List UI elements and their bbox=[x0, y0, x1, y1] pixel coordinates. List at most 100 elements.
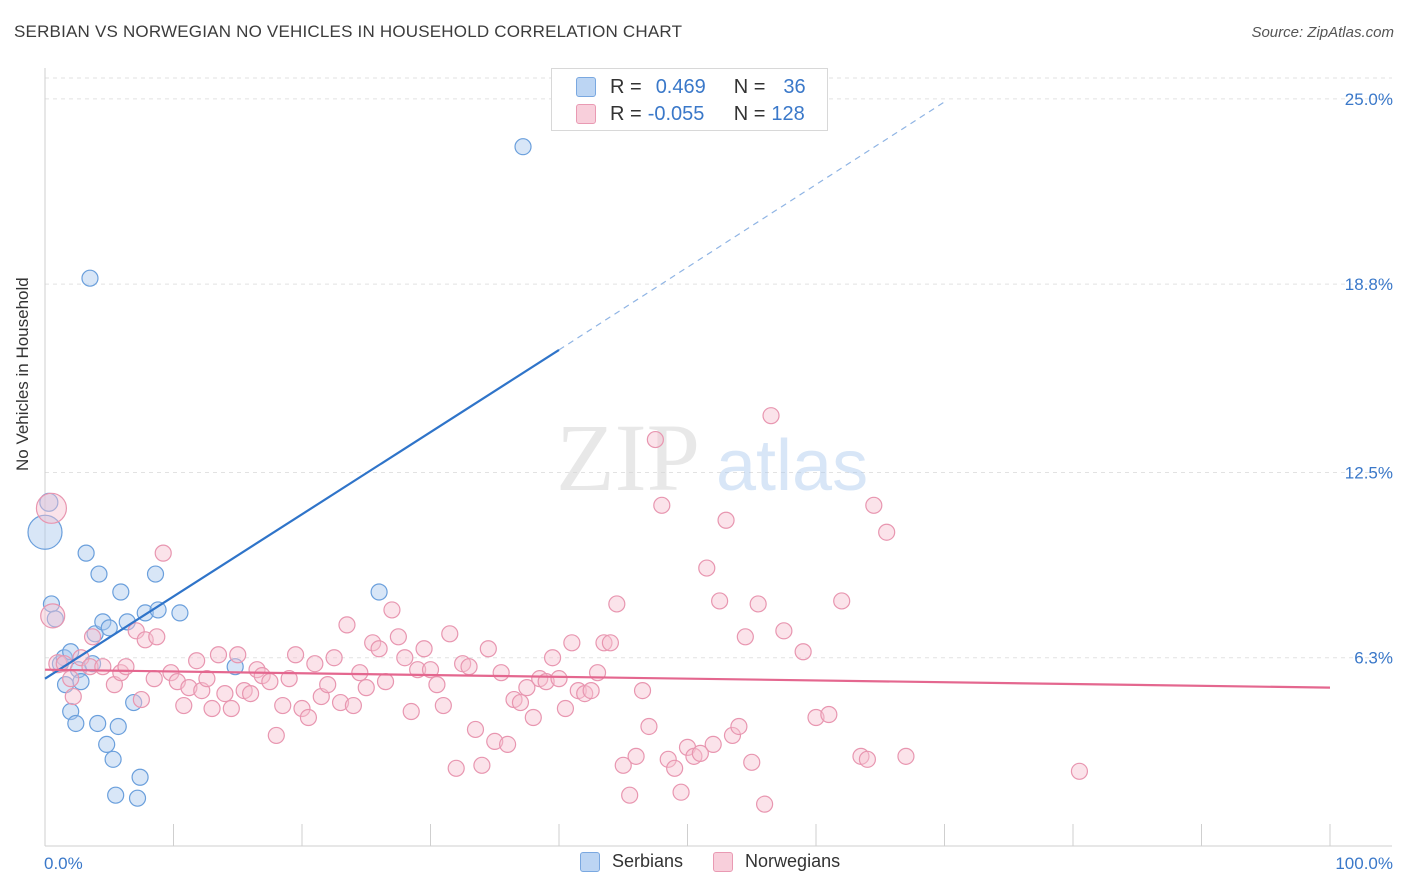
chart-title: SERBIAN VS NORWEGIAN NO VEHICLES IN HOUS… bbox=[14, 22, 683, 41]
norwegian-point bbox=[749, 595, 767, 613]
data-points bbox=[27, 138, 1089, 813]
norwegian-point bbox=[154, 544, 172, 562]
axes bbox=[44, 68, 1392, 847]
norwegian-trend-line bbox=[44, 668, 1331, 689]
norwegian-point bbox=[833, 592, 851, 610]
serbian-point bbox=[77, 544, 95, 562]
legend-label-norwegians: Norwegians bbox=[745, 851, 841, 871]
norwegian-point bbox=[479, 640, 497, 658]
norwegian-point bbox=[646, 430, 664, 449]
serbian-point bbox=[100, 619, 118, 637]
norwegian-point bbox=[35, 492, 68, 524]
norwegian-point bbox=[389, 628, 407, 646]
norwegian-point bbox=[162, 664, 180, 682]
legend-item-serbians[interactable]: Serbians bbox=[580, 851, 683, 872]
norwegian-point bbox=[338, 616, 356, 634]
norwegian-point bbox=[376, 673, 395, 691]
norwegian-point bbox=[242, 684, 260, 703]
legend-n-value: 128 bbox=[771, 102, 805, 125]
serbian-point bbox=[131, 768, 149, 786]
norwegian-point bbox=[441, 625, 459, 643]
norwegian-point bbox=[762, 407, 780, 425]
norwegian-point bbox=[621, 786, 639, 804]
series-legend: Serbians Norwegians bbox=[580, 851, 870, 872]
legend-r-label: R = bbox=[610, 75, 642, 98]
norwegian-point bbox=[132, 690, 150, 709]
norwegian-point bbox=[148, 628, 166, 646]
norwegian-point bbox=[293, 699, 311, 718]
serbian-point bbox=[81, 269, 99, 287]
norwegian-point bbox=[704, 735, 722, 753]
norwegian-point bbox=[370, 640, 388, 658]
legend-swatch-serbians bbox=[580, 851, 600, 872]
norwegian-point bbox=[175, 696, 193, 715]
legend-n-label: N = bbox=[733, 75, 766, 98]
legend-n-label: N = bbox=[733, 102, 766, 125]
norwegian-point bbox=[402, 702, 420, 721]
norwegian-point bbox=[466, 720, 485, 739]
norwegian-point bbox=[198, 670, 216, 688]
norwegian-point bbox=[807, 708, 825, 727]
source-label: Source: ZipAtlas.com bbox=[1251, 24, 1394, 41]
legend-swatch-serbians bbox=[576, 77, 596, 97]
norwegian-point bbox=[633, 682, 652, 700]
norwegian-point bbox=[319, 676, 337, 694]
norwegian-point bbox=[524, 708, 542, 727]
serbian-point bbox=[370, 583, 388, 601]
norwegian-point bbox=[64, 687, 82, 706]
norwegian-point bbox=[1070, 762, 1089, 780]
legend-swatch-norwegians bbox=[713, 851, 734, 872]
x-tick-label-start: 0.0% bbox=[44, 854, 83, 873]
norwegian-point bbox=[736, 628, 754, 646]
norwegian-point bbox=[94, 658, 112, 676]
serbian-point bbox=[89, 714, 107, 733]
norwegian-point bbox=[563, 634, 581, 652]
serbian-point bbox=[98, 735, 116, 753]
norwegian-point bbox=[447, 759, 465, 777]
norwegian-point bbox=[653, 496, 671, 514]
norwegian-point bbox=[511, 693, 530, 712]
serbian-point bbox=[94, 613, 112, 631]
norwegian-point bbox=[794, 643, 812, 661]
norwegian-point bbox=[209, 646, 228, 664]
y-tick-label: 25.0% bbox=[1345, 90, 1393, 109]
serbian-point bbox=[514, 138, 532, 156]
norwegian-point bbox=[203, 699, 221, 718]
legend-r-value: -0.055 bbox=[647, 102, 705, 125]
y-tick-label: 6.3% bbox=[1354, 649, 1393, 668]
norwegian-point bbox=[229, 646, 247, 664]
norwegian-point bbox=[659, 750, 677, 768]
legend-item-norwegians[interactable]: Norwegians bbox=[713, 851, 840, 872]
norwegian-point bbox=[351, 664, 369, 682]
norwegian-point bbox=[627, 747, 645, 765]
serbian-point bbox=[149, 601, 167, 619]
norwegian-point bbox=[188, 652, 206, 670]
serbian-point bbox=[112, 583, 130, 601]
norwegian-point bbox=[180, 679, 198, 697]
norwegian-point bbox=[486, 732, 504, 751]
norwegian-point bbox=[357, 679, 375, 697]
norwegian-point bbox=[672, 783, 690, 801]
norwegian-point bbox=[666, 759, 684, 777]
norwegian-point bbox=[421, 661, 440, 679]
serbian-point bbox=[107, 786, 125, 804]
norwegian-point bbox=[595, 634, 613, 652]
norwegian-point bbox=[582, 682, 600, 700]
norwegian-point bbox=[499, 735, 517, 753]
legend-r-value: 0.469 bbox=[655, 75, 706, 98]
norwegian-point bbox=[518, 679, 536, 697]
norwegian-point bbox=[878, 523, 896, 541]
gridlines bbox=[45, 77, 1392, 659]
norwegian-point bbox=[492, 664, 510, 682]
norwegian-point bbox=[775, 622, 793, 640]
norwegian-point bbox=[550, 670, 568, 688]
norwegian-point bbox=[428, 676, 446, 694]
legend-r-label: R = bbox=[610, 102, 642, 125]
norwegian-point bbox=[216, 684, 234, 703]
norwegian-point bbox=[331, 693, 350, 712]
norwegian-point bbox=[717, 511, 735, 529]
legend-n-value: 36 bbox=[783, 75, 806, 98]
serbian-point bbox=[104, 750, 122, 768]
norwegian-point bbox=[691, 744, 709, 762]
